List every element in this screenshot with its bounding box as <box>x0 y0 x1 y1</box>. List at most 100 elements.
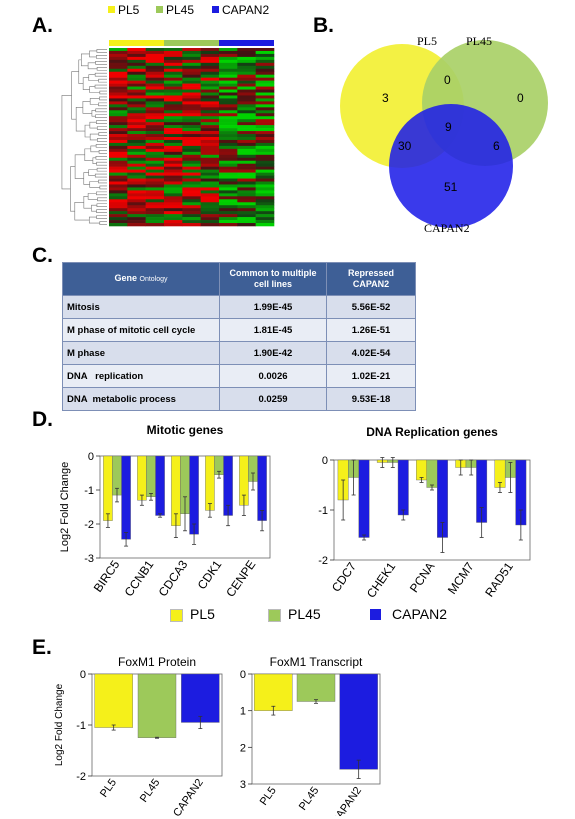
heatmap-cell <box>127 205 146 209</box>
heatmap-cell <box>219 101 238 105</box>
table-header-row: Gene Ontology Common to multiple cell li… <box>62 262 416 296</box>
dendrogram-branch <box>96 55 107 59</box>
x-tick-label: PL5 <box>258 785 279 808</box>
heatmap-cell <box>145 68 165 73</box>
y-tick-label: 0 <box>88 451 94 463</box>
heatmap-matrix <box>109 48 275 227</box>
heatmap-cell <box>109 68 128 73</box>
heatmap-cell <box>200 163 220 167</box>
heatmap-cell <box>182 205 201 209</box>
heatmap-cell <box>145 196 165 200</box>
heatmap-cell <box>182 220 201 224</box>
heatmap-cell <box>182 56 201 61</box>
heatmap-cell <box>255 137 275 141</box>
heatmap-cell <box>255 202 275 206</box>
y-tick-label: -2 <box>84 519 94 531</box>
heatmap-cell <box>127 163 146 167</box>
heatmap-cell <box>145 59 165 64</box>
heatmap-cell <box>127 125 146 129</box>
header-ontology: Ontology <box>139 276 168 283</box>
heatmap-cell <box>219 157 238 162</box>
heatmap-cell <box>127 68 146 73</box>
heatmap-cell <box>237 160 256 164</box>
heatmap-cell <box>237 62 256 67</box>
heatmap-cell <box>127 184 146 188</box>
dendrogram-branch <box>95 155 107 160</box>
heatmap-cell <box>145 119 165 123</box>
heatmap-cell <box>145 190 165 194</box>
heatmap-cell <box>164 137 183 141</box>
x-tick-label: PL45 <box>297 785 322 813</box>
heatmap-cell <box>164 193 183 197</box>
y-axis-label: Log2 Fold Change <box>59 462 71 553</box>
heatmap-cell <box>219 122 238 126</box>
heatmap-cell <box>237 125 256 129</box>
heatmap-cell <box>145 172 165 176</box>
go-term: M phase <box>62 341 220 365</box>
go-repressed-pvalue: 5.56E-52 <box>326 295 416 319</box>
heatmap-cell <box>145 131 165 135</box>
heatmap-cell <box>127 98 146 102</box>
heatmap-cell <box>109 223 128 227</box>
heatmap-cell <box>200 178 220 182</box>
heatmap-cell <box>109 163 128 167</box>
heatmap-cell <box>219 50 238 55</box>
heatmap-cell <box>127 142 146 147</box>
heatmap-cell <box>145 163 165 167</box>
heatmap-cell <box>127 208 146 212</box>
heatmap-cell <box>219 169 238 173</box>
heatmap-cell <box>219 68 238 73</box>
heatmap-cell <box>145 71 165 75</box>
heatmap-cell <box>219 83 238 87</box>
heatmap-cell <box>164 160 183 164</box>
dendrogram-branch <box>96 161 107 166</box>
heatmap-cell <box>109 142 128 147</box>
heatmap-cell <box>182 65 201 70</box>
gene-ontology-table-wrap: Gene Ontology Common to multiple cell li… <box>62 262 416 411</box>
dendrogram-branch <box>89 133 99 141</box>
bottom-legend: PL5 PL45 CAPAN2 <box>160 604 490 624</box>
heatmap-cell <box>200 68 220 73</box>
heatmap-cell <box>164 134 183 138</box>
heatmap-cell <box>164 56 183 61</box>
heatmap-cell <box>219 154 238 159</box>
chart-title: FoxM1 Protein <box>118 655 196 669</box>
dendrogram-branch <box>89 50 97 58</box>
heatmap-cell <box>145 125 165 129</box>
heatmap-cell <box>164 139 183 144</box>
heatmap-cell <box>237 131 256 135</box>
heatmap-cell <box>182 157 201 162</box>
go-repressed-pvalue: 1.02E-21 <box>326 364 416 388</box>
heatmap-cell <box>200 166 220 170</box>
chart-title: FoxM1 Transcript <box>270 655 363 669</box>
heatmap-cell <box>200 148 220 153</box>
x-tick-label: MCM7 <box>445 559 477 596</box>
x-tick-label: CDC7 <box>329 559 359 594</box>
heatmap-cell <box>164 148 183 153</box>
heatmap-cell <box>200 92 220 96</box>
dendrogram-branch <box>96 120 107 124</box>
heatmap-cell <box>237 178 256 182</box>
heatmap-cell <box>182 110 201 114</box>
heatmap-cell <box>255 199 275 203</box>
heatmap-cell <box>237 119 256 123</box>
heatmap-cell <box>237 74 256 78</box>
heatmap-cell <box>145 157 165 162</box>
heatmap-cell <box>182 145 201 150</box>
bar <box>137 455 147 501</box>
heatmap-cell <box>219 184 238 188</box>
heatmap-cell <box>145 74 165 78</box>
x-tick-label: CDCA3 <box>156 557 191 599</box>
heatmap-cell <box>255 116 275 120</box>
y-tick-label: -1 <box>318 505 328 517</box>
heatmap-cell <box>200 110 220 114</box>
heatmap-cell <box>109 53 128 58</box>
go-common-pvalue: 1.90E-42 <box>219 341 327 365</box>
heatmap-cell <box>237 166 256 170</box>
heatmap-cell <box>127 74 146 78</box>
heatmap-cell <box>237 199 256 203</box>
heatmap-cell <box>237 193 256 197</box>
go-repressed-pvalue: 4.02E-54 <box>326 341 416 365</box>
heatmap-cell <box>164 119 183 123</box>
chart-title: Mitotic genes <box>147 423 224 437</box>
